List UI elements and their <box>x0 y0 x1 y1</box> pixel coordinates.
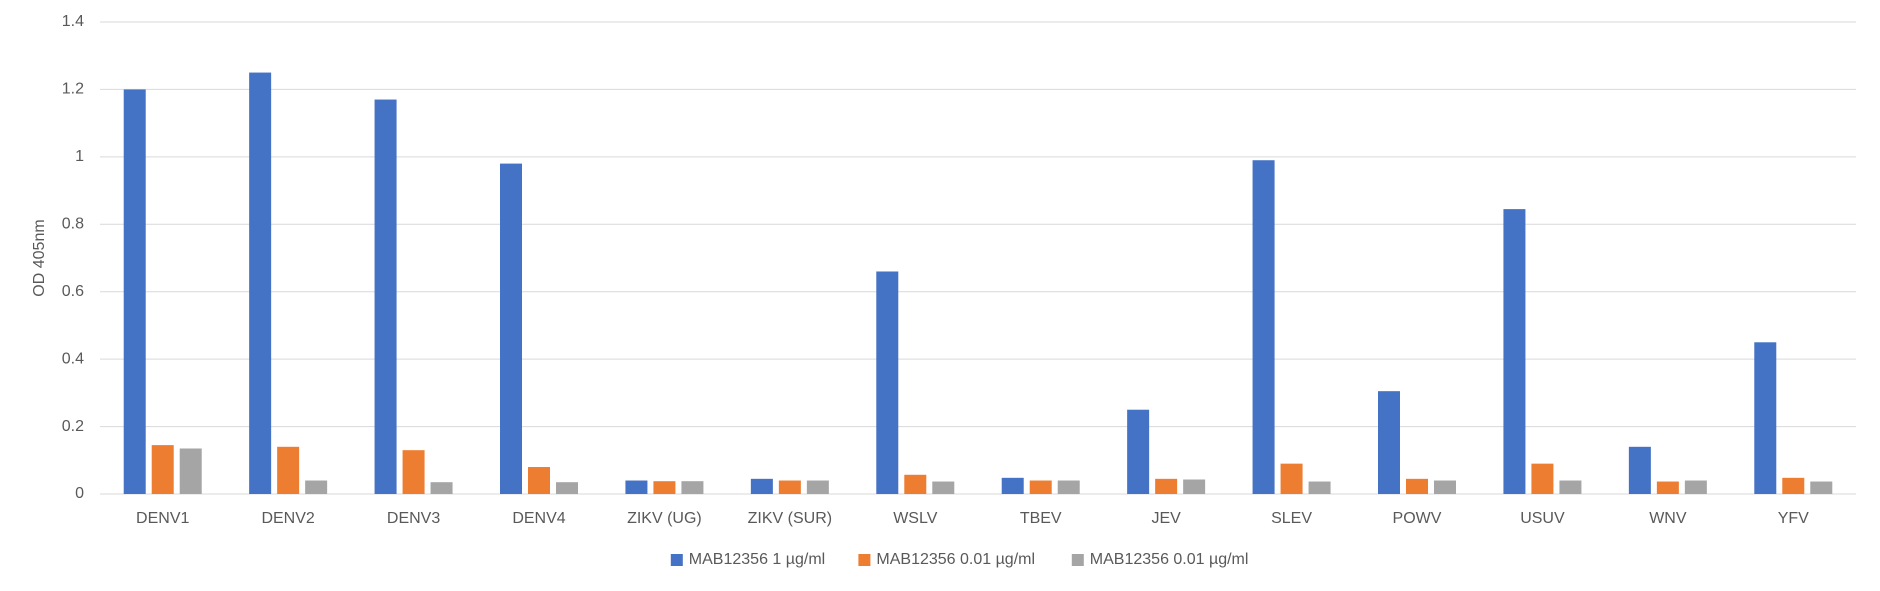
bar <box>374 99 397 495</box>
bar <box>1001 477 1024 494</box>
bar <box>556 482 578 494</box>
bar <box>1155 478 1178 494</box>
bar <box>1684 480 1707 494</box>
bar <box>806 480 829 494</box>
bar <box>1057 480 1080 494</box>
legend-label: MAB12356 0.01 µg/ml <box>1090 551 1249 568</box>
legend-label: MAB12356 0.01 µg/ml <box>876 551 1035 568</box>
bar <box>1127 409 1150 494</box>
x-tick-label: DENV1 <box>136 510 189 527</box>
x-tick-label: DENV4 <box>512 510 565 527</box>
bar <box>1531 463 1554 494</box>
bar <box>528 467 550 494</box>
x-tick-label: DENV3 <box>387 510 440 527</box>
x-tick-label: WNV <box>1649 510 1687 527</box>
bar <box>1754 342 1777 494</box>
bar <box>904 474 927 494</box>
bar <box>1656 481 1679 494</box>
bar <box>1628 446 1651 494</box>
y-tick-label: 0.6 <box>62 283 84 300</box>
bar <box>151 445 174 494</box>
bar <box>1559 480 1582 494</box>
x-tick-label: TBEV <box>1020 510 1062 527</box>
bar <box>653 481 676 494</box>
bar <box>500 163 522 494</box>
y-tick-label: 1.4 <box>62 13 84 30</box>
x-tick-label: DENV2 <box>261 510 314 527</box>
bar <box>1434 480 1456 494</box>
bar <box>123 89 146 494</box>
legend-label: MAB12356 1 µg/ml <box>689 551 825 568</box>
bar <box>876 271 899 494</box>
x-tick-label: ZIKV (SUR) <box>748 510 832 527</box>
bar <box>277 446 300 494</box>
bar <box>1503 209 1526 494</box>
bar <box>402 450 425 494</box>
bar <box>1810 481 1833 494</box>
y-tick-label: 1.2 <box>62 81 84 98</box>
x-tick-label: YFV <box>1778 510 1809 527</box>
x-tick-label: SLEV <box>1271 510 1312 527</box>
y-tick-label: 0 <box>75 485 84 502</box>
bar <box>1308 481 1331 494</box>
x-tick-label: WSLV <box>893 510 937 527</box>
bar <box>1280 463 1303 494</box>
x-tick-label: USUV <box>1520 510 1565 527</box>
y-tick-label: 0.8 <box>62 216 84 233</box>
bar <box>1252 160 1275 494</box>
y-tick-label: 0.4 <box>62 350 84 367</box>
x-tick-label: ZIKV (UG) <box>627 510 702 527</box>
bar <box>179 448 202 494</box>
legend-swatch <box>670 554 683 566</box>
bar <box>1406 478 1428 494</box>
bar <box>1029 480 1052 494</box>
bar <box>625 480 648 494</box>
bar <box>750 478 773 494</box>
bar <box>778 480 801 494</box>
bar <box>305 480 328 494</box>
bar <box>932 481 955 494</box>
bar <box>1378 391 1400 494</box>
legend-swatch <box>1071 554 1084 566</box>
x-tick-label: JEV <box>1151 510 1181 527</box>
y-tick-label: 0.2 <box>62 418 84 435</box>
legend-swatch <box>858 554 871 566</box>
bar <box>249 72 272 495</box>
bar <box>430 482 453 494</box>
y-axis-label: OD 405nm <box>31 219 48 296</box>
x-tick-label: POWV <box>1393 510 1442 527</box>
bar <box>681 481 704 494</box>
y-tick-label: 1 <box>75 148 84 165</box>
bar <box>1183 479 1206 494</box>
bar <box>1782 477 1805 494</box>
